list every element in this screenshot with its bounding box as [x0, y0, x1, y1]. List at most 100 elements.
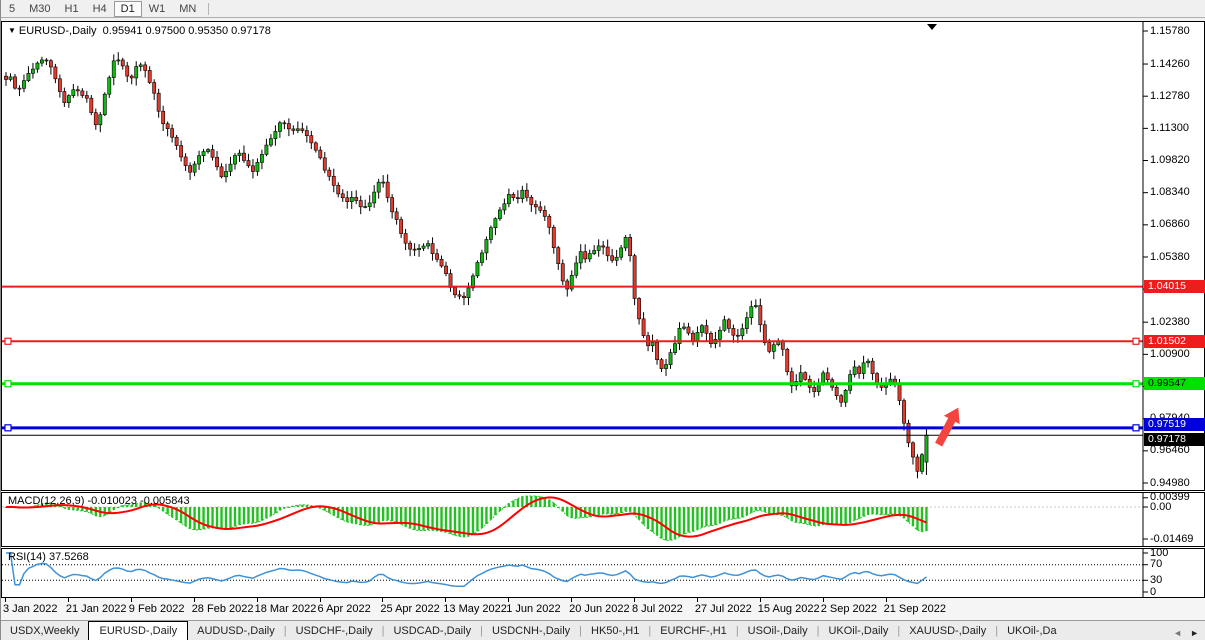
price-label-0.97178: 0.97178	[1144, 432, 1205, 446]
tab-separator: |	[995, 625, 999, 637]
chart-title-ohlc: 0.95941 0.97500 0.95350 0.97178	[102, 25, 271, 37]
macd-tick-label: 0.00	[1150, 500, 1172, 513]
macd-pane[interactable]: MACD(12,26,9) -0.010023 -0.005843 0.0039…	[1, 492, 1205, 547]
rsi-canvas[interactable]	[2, 549, 1205, 597]
macd-tick-label: -0.01469	[1150, 532, 1194, 545]
tab-audusd-daily[interactable]: AUDUSD-,Daily	[197, 625, 275, 637]
date-tick	[319, 598, 321, 602]
candles-layer	[4, 52, 929, 479]
tab-scroll-buttons: ◄ ►	[1167, 628, 1205, 640]
date-tick	[130, 598, 132, 602]
price-chart-canvas[interactable]	[2, 22, 1205, 490]
tab-eurchf-h1[interactable]: EURCHF-,H1	[660, 625, 727, 637]
price-tick-label: 1.11300	[1150, 121, 1189, 134]
timeframe-button-5[interactable]: 5	[9, 2, 16, 15]
tab-usdchf-daily[interactable]: USDCHF-,Daily	[295, 625, 373, 637]
date-label: 8 Jul 2022	[632, 603, 683, 615]
price-tick-label: 1.02380	[1150, 315, 1190, 328]
rsi-label: RSI(14) 37.5268	[8, 551, 89, 563]
tab-separator: |	[897, 625, 901, 637]
price-tick-label: 0.96460	[1150, 444, 1190, 457]
date-label: 15 Aug 2022	[757, 603, 820, 615]
chart-title-symbol: EURUSD-,Daily	[18, 25, 97, 37]
date-label: 25 Apr 2022	[380, 603, 440, 615]
tab-ukoil-da[interactable]: UKOil-,Da	[1007, 625, 1057, 637]
timeframe-button-MN[interactable]: MN	[179, 2, 197, 15]
date-tick	[193, 598, 195, 602]
date-tick	[67, 598, 69, 602]
date-axis[interactable]: 3 Jan 2022 21 Jan 2022 9 Feb 2022 28 Feb 20…	[1, 598, 1205, 620]
date-label: 13 May 2022	[443, 603, 507, 615]
tab-separator: |	[735, 625, 739, 637]
tab-usdcnh-daily[interactable]: USDCNH-,Daily	[491, 625, 571, 637]
tab-eurusd-daily[interactable]: EURUSD-,Daily	[88, 621, 189, 640]
hline-handle-left-1.01502[interactable]	[4, 337, 12, 345]
tab-separator: |	[648, 625, 652, 637]
chart-title: ▼ EURUSD-,Daily 0.95941 0.97500 0.95350 0…	[8, 25, 271, 37]
price-label-1.04015: 1.04015	[1144, 280, 1205, 294]
date-tick	[445, 598, 447, 602]
price-tick-label: 1.08340	[1150, 186, 1190, 199]
date-tick	[634, 598, 635, 602]
date-label: 28 Feb 2022	[191, 603, 254, 615]
timeframe-button-D1[interactable]: D1	[113, 0, 142, 17]
date-label: 3 Jan 2022	[3, 603, 58, 615]
hline-handle-right-0.99547[interactable]	[1132, 380, 1140, 388]
date-label: 21 Sep 2022	[883, 603, 946, 615]
timeframe-button-H1[interactable]: H1	[64, 2, 79, 15]
macd-label: MACD(12,26,9) -0.010023 -0.005843	[8, 495, 190, 507]
date-tick	[885, 598, 887, 602]
timeframe-button-M30[interactable]: M30	[29, 2, 51, 15]
tab-usdcad-daily[interactable]: USDCAD-,Daily	[393, 625, 472, 637]
rsi-tick-label: 0	[1150, 585, 1157, 598]
rsi-tick-label: 30	[1150, 573, 1163, 586]
date-tick	[571, 598, 573, 602]
price-label-0.97519: 0.97519	[1144, 418, 1205, 432]
price-pane[interactable]: ▼ EURUSD-,Daily 0.95941 0.97500 0.95350 0…	[1, 21, 1205, 491]
date-tick	[696, 598, 698, 602]
tab-scroll-right-icon[interactable]: ►	[1190, 628, 1199, 638]
date-label: 2 Sep 2022	[820, 603, 877, 615]
price-tick-label: 1.15780	[1150, 24, 1190, 37]
price-label-0.99547: 0.99547	[1144, 377, 1205, 391]
chart-tab-bar: USDX,Weekly EURUSD-,Daily AUDUSD-,Daily | US…	[1, 620, 1205, 640]
price-tick-label: 1.14260	[1150, 57, 1190, 70]
tab-separator: |	[579, 625, 583, 637]
date-tick	[822, 598, 824, 602]
date-tick	[508, 598, 510, 602]
tab-ukoil-daily[interactable]: UKOil-,Daily	[828, 625, 889, 637]
price-tick-label: 1.06860	[1150, 218, 1190, 231]
tab-hk50-h1[interactable]: HK50-,H1	[591, 625, 640, 637]
tab-usdx-weekly[interactable]: USDX,Weekly	[10, 625, 80, 637]
price-tick-label: 1.12780	[1150, 89, 1190, 102]
hline-handle-left-0.97519[interactable]	[4, 424, 12, 432]
price-tick-label: 1.00900	[1150, 347, 1190, 360]
date-label: 21 Jan 2022	[65, 603, 127, 615]
tab-usoil-daily[interactable]: USOil-,Daily	[747, 625, 808, 637]
date-label: 27 Jul 2022	[694, 603, 752, 615]
price-tick-label: 0.97940	[1150, 413, 1190, 424]
hline-handle-right-1.01502[interactable]	[1132, 337, 1140, 345]
macd-values: -0.010023 -0.005843	[87, 495, 190, 507]
hline-handle-right-0.97519[interactable]	[1132, 424, 1140, 432]
date-tick	[382, 598, 384, 602]
price-tick-label: 0.94980	[1150, 476, 1190, 489]
rsi-tick-label: 100	[1150, 546, 1169, 559]
macd-tick-label: 0.00399	[1150, 491, 1190, 504]
date-tick	[256, 598, 258, 602]
date-label: 18 Mar 2022	[254, 603, 317, 615]
tab-scroll-left-icon[interactable]: ◄	[1173, 628, 1183, 638]
rsi-pane[interactable]: RSI(14) 37.5268 100 70 30 0	[1, 546, 1205, 598]
hline-handle-left-0.99547[interactable]	[4, 380, 12, 388]
timeframe-button-W1[interactable]: W1	[148, 2, 166, 15]
rsi-value: 37.5268	[48, 551, 89, 563]
macd-canvas[interactable]	[2, 493, 1205, 546]
tab-xauusd-daily[interactable]: XAUUSD-,Daily	[909, 625, 987, 637]
chart-stack: ▼ EURUSD-,Daily 0.95941 0.97500 0.95350 0…	[1, 21, 1205, 598]
trend-arrow-annotation[interactable]	[931, 403, 967, 449]
shift-marker-icon	[927, 24, 937, 30]
timeframe-button-H4[interactable]: H4	[92, 2, 107, 15]
timeframe-toolbar: 5 M30 H1 H4 D1 W1 MN	[1, 0, 1205, 18]
date-tick	[5, 598, 6, 602]
